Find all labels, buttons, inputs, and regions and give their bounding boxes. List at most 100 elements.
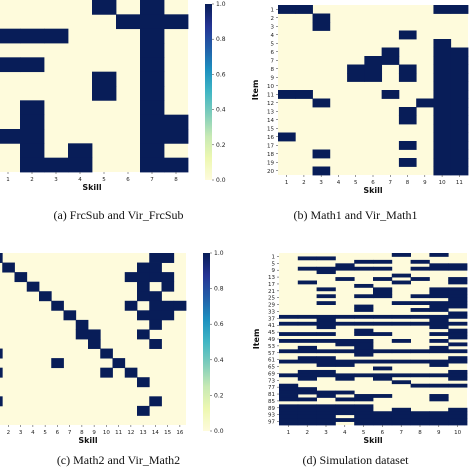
heatmap-cell	[450, 124, 469, 133]
heatmap-cell	[450, 166, 469, 176]
heatmap-cell	[149, 319, 162, 330]
heatmap-cell	[433, 115, 452, 125]
x-tick-label: 6	[56, 430, 60, 436]
heatmap-cell	[448, 328, 468, 333]
heatmap-cell	[0, 129, 21, 144]
heatmap-cell	[373, 366, 393, 371]
heatmap-cell	[0, 348, 3, 359]
heatmap-cell	[429, 308, 449, 312]
heatmap-cell	[92, 0, 117, 15]
heatmap-cell	[433, 64, 452, 74]
heatmap-cell	[448, 287, 468, 292]
x-tick-label: 3	[324, 430, 328, 436]
x-tick-label: 4	[31, 430, 35, 436]
y-tick-label: 45	[268, 330, 275, 336]
heatmap-cell	[335, 277, 355, 281]
heatmap-cell	[450, 47, 469, 57]
heatmap-cell	[391, 339, 411, 343]
heatmap-cell	[312, 166, 331, 176]
heatmap-cell	[20, 57, 45, 73]
heatmap-cell	[373, 287, 393, 292]
heatmap-cell	[450, 81, 469, 91]
x-tick-label: 2	[302, 180, 306, 186]
x-tick-label: 7	[150, 177, 154, 183]
heatmap-cell	[14, 272, 28, 283]
heatmap-cell	[335, 339, 355, 343]
heatmap-cell	[278, 132, 296, 142]
heatmap-cell	[297, 373, 317, 378]
heatmap-cell	[354, 397, 374, 402]
heatmap-cell	[297, 339, 317, 343]
heatmap-cell	[429, 397, 449, 402]
heatmap-cell	[137, 405, 150, 416]
colorbar	[205, 4, 212, 180]
y-tick-label: 49	[268, 337, 275, 343]
heatmap-cell	[279, 321, 299, 326]
heatmap-cell	[354, 339, 374, 343]
x-tick-label: 10	[103, 430, 110, 436]
heatmap-cell	[0, 396, 3, 407]
heatmap-cell	[335, 263, 355, 268]
heatmap-cell	[373, 394, 393, 398]
heatmap-cell	[354, 411, 374, 416]
heatmap-cell	[316, 349, 336, 354]
heatmap-cell	[26, 281, 40, 292]
heatmap-cell	[0, 367, 3, 378]
heatmap-cell	[51, 358, 64, 369]
heatmap-cell	[391, 273, 411, 278]
heatmap-cell	[75, 319, 89, 330]
heatmap-cell	[410, 414, 430, 419]
y-tick-label: 89	[268, 406, 275, 412]
heatmap-cell	[354, 421, 374, 426]
x-tick-label: 5	[102, 177, 106, 183]
heatmap-cell	[279, 390, 299, 395]
heatmap-cell	[312, 149, 331, 159]
heatmap-cell	[410, 359, 430, 364]
y-tick-label: 1	[272, 254, 276, 260]
heatmap-cell	[140, 157, 165, 173]
heatmap-cell	[416, 98, 434, 108]
heatmap-cell	[335, 404, 355, 409]
heatmap-cell	[161, 281, 175, 292]
y-tick-label: 57	[268, 351, 275, 357]
heatmap-cell	[373, 259, 393, 264]
y-tick-label: 1	[271, 7, 275, 13]
heatmap-cell	[297, 404, 317, 409]
y-tick-label: 7	[271, 58, 275, 64]
heatmap-cell	[279, 397, 299, 402]
heatmap-cell	[448, 421, 468, 426]
heatmap-cell	[450, 141, 469, 150]
y-tick-label: 9	[272, 268, 276, 274]
heatmap-cell	[347, 73, 365, 82]
heatmap-cell	[140, 71, 165, 87]
heatmap-cell	[68, 157, 93, 173]
heatmap-cell	[448, 349, 468, 354]
heatmap-cell	[354, 266, 374, 271]
heatmap-cell	[124, 300, 138, 311]
heatmap-cell	[391, 411, 411, 416]
heatmap-cell	[448, 335, 468, 340]
heatmap-cell	[398, 141, 417, 150]
heatmap-cell	[354, 394, 374, 398]
panel-a: 1 2 3 4 5 6 7 8 Skill 0.0 0.2 0.4 0.6 0.8 1.0 (a) FrcS…	[0, 0, 237, 237]
heatmap-cell	[354, 352, 374, 357]
y-tick-label: 6	[271, 50, 275, 56]
x-tick-label: 5	[354, 180, 358, 186]
heatmap-cell	[354, 418, 374, 422]
y-tick-label: 85	[268, 399, 275, 405]
x-axis-label: Skill	[78, 436, 98, 445]
heatmap-cell	[448, 414, 468, 419]
heatmap-cell	[354, 308, 374, 312]
heatmap-cell	[279, 414, 299, 419]
heatmap-cell	[140, 86, 165, 101]
heatmap-cell	[88, 329, 101, 340]
heatmap-cell	[373, 421, 393, 426]
heatmap-cell	[137, 291, 150, 302]
caption-a: (a) FrcSub and Vir_FrcSub	[53, 208, 184, 222]
heatmap-cell	[137, 377, 150, 388]
heatmap-cell	[297, 321, 317, 326]
heatmap-cell	[354, 349, 374, 354]
heatmap-cell	[433, 73, 452, 82]
heatmap-cell	[316, 266, 336, 271]
heatmap-cell	[450, 149, 469, 159]
